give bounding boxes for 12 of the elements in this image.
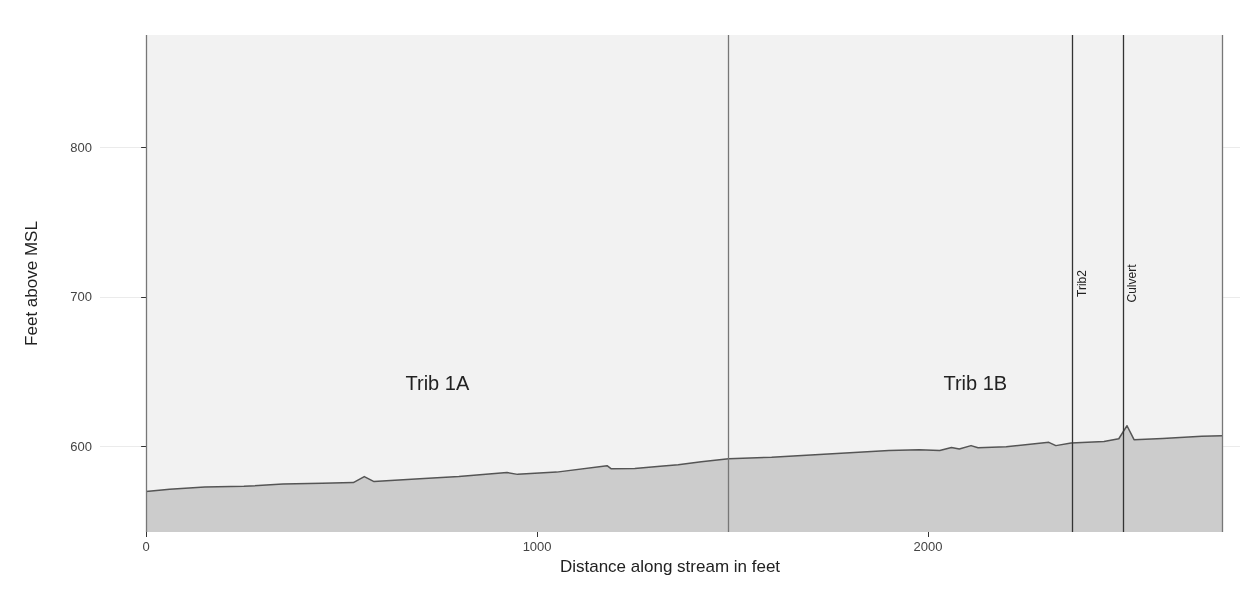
ref-line-label: Culvert xyxy=(1125,263,1140,303)
y-axis-title: Feet above MSL xyxy=(22,221,41,346)
ref-line-label: Trib2 xyxy=(1074,269,1089,297)
annotation: Trib 1A xyxy=(405,371,470,394)
x-tick-label: 2000 xyxy=(913,539,943,554)
annotation: Trib 1B xyxy=(943,371,1008,394)
x-tick-label: 0 xyxy=(142,539,150,554)
x-axis-title: Distance along stream in feet xyxy=(559,557,781,576)
y-tick-label: 600 xyxy=(70,439,92,455)
y-tick-label: 800 xyxy=(70,139,92,155)
x-tick-label: 1000 xyxy=(522,539,552,554)
y-tick-label: 700 xyxy=(70,289,92,305)
